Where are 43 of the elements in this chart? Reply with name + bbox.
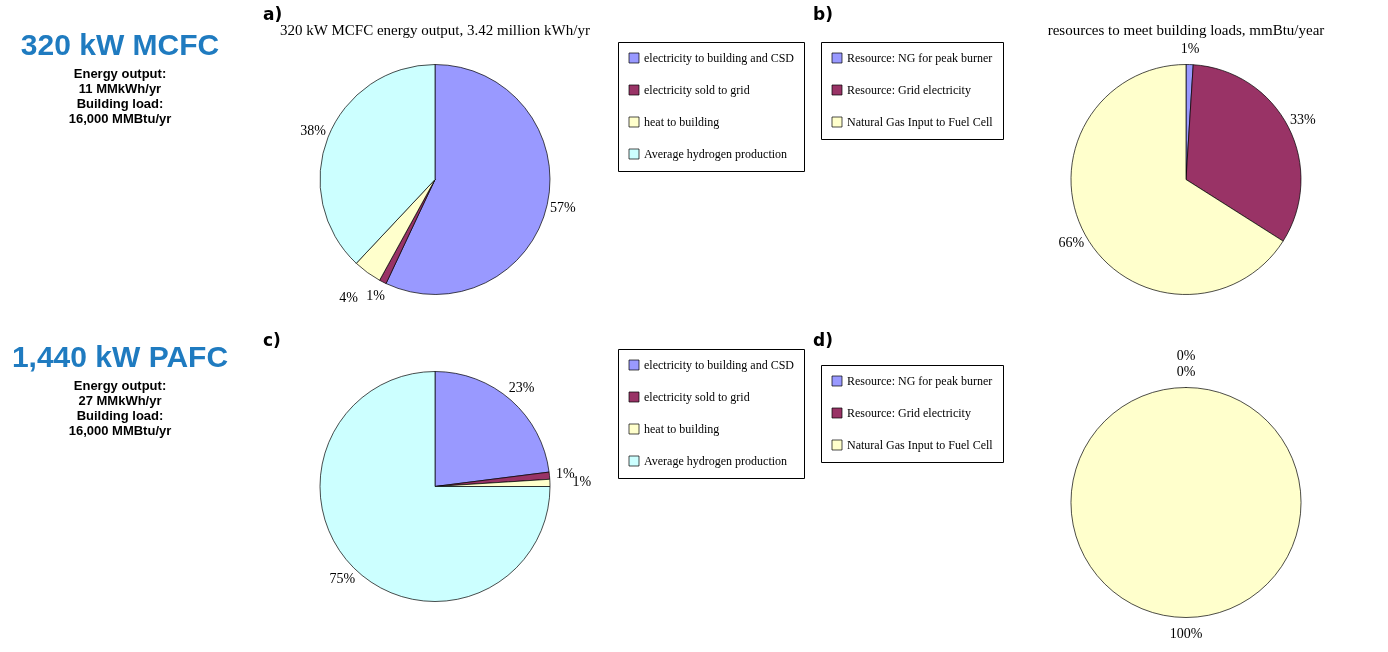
text: 320 kW MCFC bbox=[19, 28, 221, 62]
legend-label: Average hydrogen production bbox=[644, 454, 788, 468]
legend-label: Natural Gas Input to Fuel Cell bbox=[847, 115, 994, 129]
data-label: 1% bbox=[366, 288, 386, 304]
text: Energy output: bbox=[72, 378, 168, 393]
legend-label: electricity sold to grid bbox=[644, 390, 750, 404]
pie-slice bbox=[319, 371, 551, 602]
text: 16,000 MMBtu/yr bbox=[67, 423, 173, 438]
chart-title: resources to meet building loads, mmBtu/year bbox=[1047, 21, 1325, 38]
text: Building load: bbox=[75, 96, 165, 111]
data-label: 4% bbox=[339, 290, 359, 306]
legend-label: Resource: Grid electricity bbox=[847, 406, 971, 420]
data-label: 75% bbox=[329, 571, 356, 587]
text: 0% bbox=[1176, 347, 1196, 363]
legend-label: Resource: Grid electricity bbox=[847, 83, 971, 97]
legend-label: Average hydrogen production bbox=[644, 147, 788, 161]
legend-label: heat to building bbox=[644, 422, 720, 436]
legend-label: electricity to building and CSD bbox=[644, 51, 795, 65]
legend-label: electricity to building and CSD bbox=[644, 358, 795, 372]
text: b) bbox=[813, 4, 833, 24]
data-label: 23% bbox=[508, 380, 535, 396]
data-label: 100% bbox=[1169, 625, 1203, 641]
text: 11 MMkWh/yr bbox=[77, 81, 163, 96]
legend-label: Natural Gas Input to Fuel Cell bbox=[847, 438, 994, 452]
text: d) bbox=[813, 330, 833, 350]
text: c) bbox=[263, 330, 281, 350]
data-label: 66% bbox=[1058, 234, 1085, 250]
data-label: 57% bbox=[550, 200, 577, 216]
data-label: 38% bbox=[300, 123, 327, 139]
text: Building load: bbox=[75, 408, 165, 423]
text: Energy output: bbox=[72, 66, 168, 81]
legend-label: Resource: NG for peak burner bbox=[847, 51, 993, 65]
text: 0% bbox=[1176, 363, 1196, 379]
text: 16,000 MMBtu/yr bbox=[67, 111, 173, 126]
text: 1,440 kW PAFC bbox=[10, 340, 230, 374]
legend-label: Resource: NG for peak burner bbox=[847, 374, 993, 388]
legend-label: heat to building bbox=[644, 115, 720, 129]
chart-title: 320 kW MCFC energy output, 3.42 million kWh/yr bbox=[280, 21, 590, 38]
data-label: 33% bbox=[1289, 112, 1316, 128]
data-label: 1% bbox=[1180, 40, 1200, 56]
text: 27 MMkWh/yr bbox=[77, 393, 163, 408]
legend-label: electricity sold to grid bbox=[644, 83, 750, 97]
text: a) bbox=[263, 4, 283, 24]
